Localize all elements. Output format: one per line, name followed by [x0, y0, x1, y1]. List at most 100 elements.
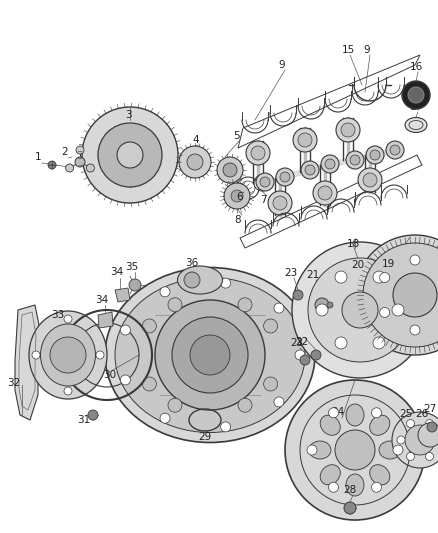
Circle shape — [221, 278, 231, 288]
Circle shape — [217, 157, 243, 183]
Circle shape — [355, 235, 438, 355]
Text: 18: 18 — [346, 239, 360, 249]
Circle shape — [307, 445, 317, 455]
Circle shape — [301, 161, 319, 179]
Circle shape — [425, 419, 434, 427]
Text: 3: 3 — [125, 110, 131, 120]
Circle shape — [88, 410, 98, 420]
Text: 35: 35 — [125, 262, 138, 272]
Circle shape — [142, 319, 156, 333]
Text: 23: 23 — [284, 268, 298, 278]
Circle shape — [371, 408, 381, 418]
Circle shape — [246, 141, 270, 165]
Circle shape — [405, 425, 435, 455]
Circle shape — [64, 387, 72, 395]
Circle shape — [256, 173, 274, 191]
Text: 8: 8 — [235, 215, 241, 225]
Circle shape — [341, 123, 355, 137]
Text: 7: 7 — [260, 195, 266, 205]
Text: 16: 16 — [410, 62, 423, 72]
Text: 31: 31 — [78, 415, 91, 425]
Circle shape — [129, 279, 141, 291]
Circle shape — [264, 319, 278, 333]
Circle shape — [223, 163, 237, 177]
Circle shape — [336, 118, 360, 142]
Text: 2: 2 — [62, 147, 68, 157]
Circle shape — [406, 419, 414, 427]
Circle shape — [393, 273, 437, 317]
Circle shape — [370, 150, 380, 160]
Circle shape — [300, 355, 310, 365]
Text: 24: 24 — [332, 407, 345, 417]
Circle shape — [293, 128, 317, 152]
Ellipse shape — [346, 404, 364, 426]
Circle shape — [315, 298, 329, 312]
Circle shape — [410, 255, 420, 265]
Circle shape — [410, 325, 420, 335]
Circle shape — [221, 422, 231, 432]
Circle shape — [316, 304, 328, 316]
Text: 34: 34 — [110, 267, 124, 277]
Circle shape — [344, 502, 356, 514]
Circle shape — [32, 351, 40, 359]
Circle shape — [402, 81, 430, 109]
Circle shape — [313, 181, 337, 205]
Circle shape — [392, 304, 404, 316]
Circle shape — [184, 272, 200, 288]
Circle shape — [380, 272, 390, 282]
Text: 32: 32 — [7, 378, 21, 388]
Circle shape — [328, 482, 339, 492]
Circle shape — [366, 146, 384, 164]
Ellipse shape — [105, 268, 315, 442]
Circle shape — [335, 430, 375, 470]
Circle shape — [120, 325, 131, 335]
Circle shape — [276, 168, 294, 186]
Circle shape — [435, 436, 438, 444]
Ellipse shape — [346, 474, 364, 496]
Polygon shape — [98, 312, 113, 328]
Circle shape — [160, 413, 170, 423]
Circle shape — [408, 87, 424, 103]
Ellipse shape — [29, 311, 107, 399]
Circle shape — [371, 482, 381, 492]
Text: 34: 34 — [95, 295, 109, 305]
Circle shape — [325, 159, 335, 169]
Circle shape — [142, 377, 156, 391]
Text: 20: 20 — [351, 260, 364, 270]
Circle shape — [392, 412, 438, 468]
Text: 29: 29 — [198, 432, 212, 442]
Ellipse shape — [309, 441, 331, 459]
Circle shape — [238, 298, 252, 312]
Text: 6: 6 — [237, 192, 244, 202]
Circle shape — [427, 422, 437, 432]
Polygon shape — [115, 288, 130, 302]
Text: 22: 22 — [295, 337, 309, 347]
Circle shape — [251, 146, 265, 160]
Circle shape — [380, 308, 390, 318]
Text: 1: 1 — [35, 152, 41, 162]
Polygon shape — [15, 305, 40, 420]
Circle shape — [350, 155, 360, 165]
Text: 5: 5 — [234, 131, 240, 141]
Circle shape — [82, 107, 178, 203]
Circle shape — [342, 292, 378, 328]
Circle shape — [328, 408, 339, 418]
Circle shape — [397, 436, 405, 444]
Circle shape — [311, 350, 321, 360]
Circle shape — [86, 164, 95, 172]
Ellipse shape — [405, 117, 427, 133]
Circle shape — [64, 315, 72, 323]
Circle shape — [373, 337, 385, 349]
Circle shape — [321, 155, 339, 173]
Circle shape — [393, 445, 403, 455]
Circle shape — [238, 398, 252, 412]
Circle shape — [293, 290, 303, 300]
Circle shape — [172, 317, 248, 393]
Circle shape — [224, 183, 250, 209]
Circle shape — [117, 142, 143, 168]
Circle shape — [292, 242, 428, 378]
Circle shape — [231, 190, 243, 202]
Text: 28: 28 — [343, 485, 357, 495]
Ellipse shape — [177, 266, 223, 294]
Text: 9: 9 — [364, 45, 370, 55]
